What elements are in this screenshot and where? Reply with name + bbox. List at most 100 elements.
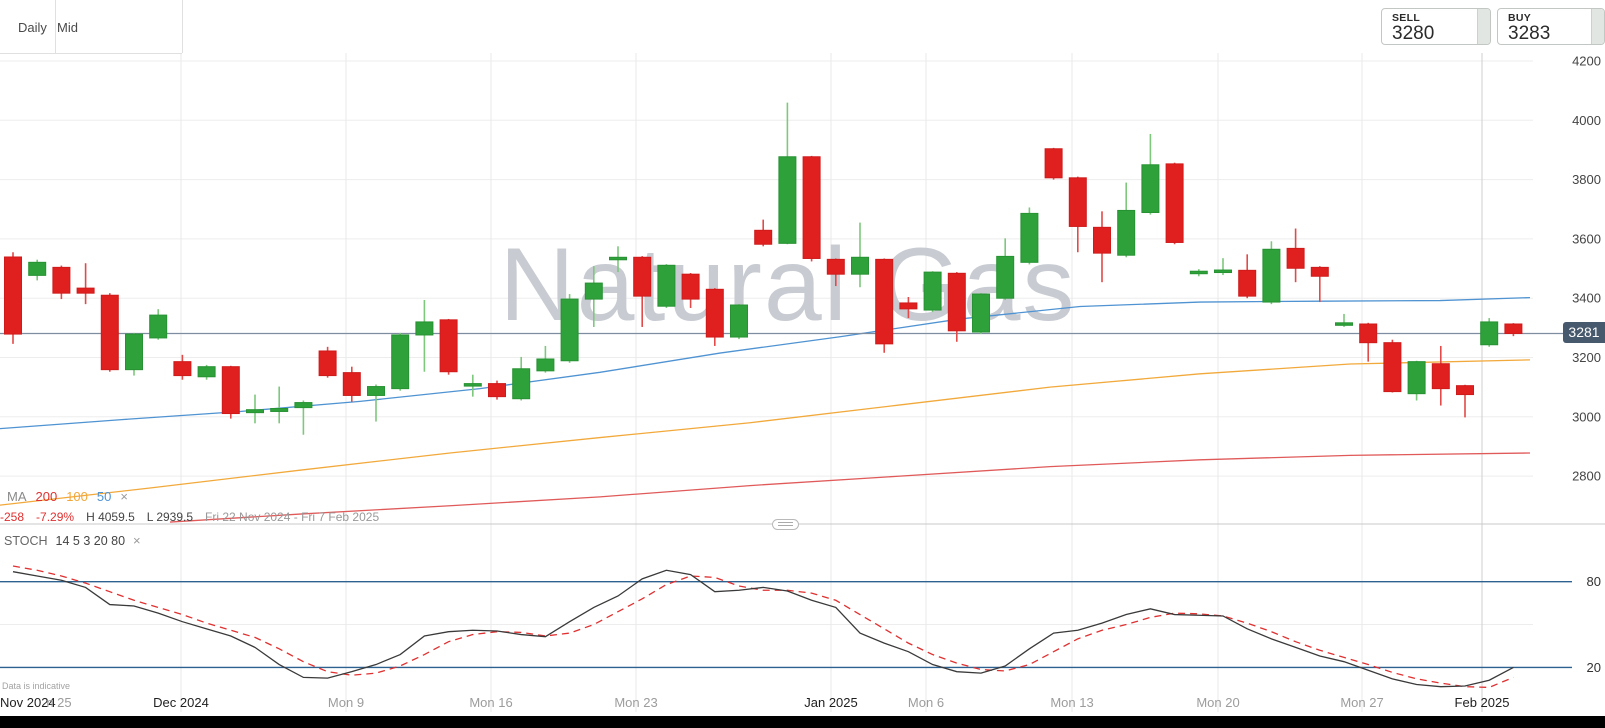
candle-body <box>1431 363 1450 390</box>
topbar-underline <box>0 53 182 54</box>
candle-body <box>76 287 95 294</box>
stoch-level-label: 20 <box>1587 660 1601 675</box>
current-price-badge: 3281 <box>1563 322 1605 343</box>
date-axis-label: Mon 20 <box>1196 695 1239 710</box>
topbar-separator <box>55 0 56 53</box>
sell-label: SELL <box>1392 12 1421 24</box>
candle-body <box>899 302 918 310</box>
candle-body <box>681 273 700 300</box>
date-axis-label: Feb 2025 <box>1455 695 1510 710</box>
date-axis-label: Mon 16 <box>469 695 512 710</box>
data-indicative-note: Data is indicative <box>2 681 71 691</box>
candle-body <box>1335 322 1353 326</box>
candle-body <box>125 333 143 371</box>
candle-body <box>1262 248 1281 303</box>
candle-body <box>52 266 71 294</box>
candle-body <box>584 282 603 300</box>
candle-body <box>439 319 458 373</box>
candle-body <box>1238 269 1257 297</box>
period-change-pct: -7.29% <box>36 510 75 524</box>
stoch-legend: STOCH 14 5 3 20 80 × <box>4 533 149 548</box>
candle-body <box>1117 209 1136 256</box>
price-type-mid-tab[interactable]: Mid <box>57 20 78 35</box>
candle-body <box>875 258 894 345</box>
candle-body <box>1310 266 1329 277</box>
candle-body <box>1504 323 1523 334</box>
date-axis-label: Mon 23 <box>614 695 657 710</box>
candle-body <box>1359 323 1378 344</box>
candle-body <box>342 372 361 396</box>
ma-100-period: 100 <box>66 489 88 504</box>
candle-body <box>294 402 313 409</box>
candle-body <box>802 156 821 259</box>
candle-body <box>149 314 168 339</box>
stoch-k-line <box>12 569 1514 688</box>
date-axis-label: Mon 27 <box>1340 695 1383 710</box>
date-axis-label: Jan 2025 <box>804 695 858 710</box>
candle-body <box>1480 321 1499 346</box>
date-axis-label: n 25 <box>46 695 71 710</box>
price-axis-label: 3800 <box>1572 172 1601 187</box>
buy-drag-strip[interactable] <box>1591 9 1604 44</box>
date-axis-label: Mon 6 <box>908 695 944 710</box>
candle-body <box>1044 148 1063 179</box>
bottom-black-bar <box>0 716 1605 728</box>
candle-body <box>415 321 434 336</box>
candle-body <box>28 261 47 276</box>
date-axis-label: Nov 2024 <box>0 695 56 710</box>
ma100-line <box>0 359 1531 506</box>
ma-close-icon[interactable]: × <box>120 489 128 504</box>
candle-body <box>1141 164 1160 214</box>
candle-body <box>173 361 192 377</box>
date-axis-label: Mon 13 <box>1050 695 1093 710</box>
stoch-level-label: 80 <box>1587 574 1601 589</box>
candle-body <box>512 368 531 400</box>
buy-button[interactable]: BUY 3283 <box>1497 8 1605 45</box>
pane-resize-handle[interactable] <box>772 519 799 530</box>
sell-price: 3280 <box>1392 23 1435 44</box>
candle-body <box>318 350 337 377</box>
candle-body <box>754 229 773 245</box>
candle-body <box>633 256 652 297</box>
candle-body <box>1214 269 1232 274</box>
candle-body <box>197 366 216 378</box>
ma200-line <box>169 452 1531 523</box>
price-axis-label: 4200 <box>1572 54 1601 69</box>
candle-body <box>270 407 289 412</box>
date-axis-label: Dec 2024 <box>153 695 209 710</box>
candle-body <box>923 271 942 311</box>
sell-drag-strip[interactable] <box>1477 9 1490 44</box>
candle-body <box>826 258 845 275</box>
ma-200-period: 200 <box>35 489 58 504</box>
candle-body <box>391 334 410 390</box>
candle-body <box>560 298 579 362</box>
candle-body <box>1189 270 1208 275</box>
period-change: -258 <box>0 510 25 524</box>
price-axis-label: 3000 <box>1572 409 1601 424</box>
stoch-close-icon[interactable]: × <box>133 533 141 548</box>
topbar-separator <box>182 0 183 53</box>
period-high: H 4059.5 <box>86 510 135 524</box>
price-axis-label: 3600 <box>1572 231 1601 246</box>
candle-body <box>1456 385 1474 396</box>
candle-body <box>221 366 240 415</box>
candle-body <box>972 293 990 333</box>
stoch-legend-name: STOCH <box>4 534 48 548</box>
candle-body <box>4 256 22 335</box>
period-range: Fri 22 Nov 2024 - Fri 7 Feb 2025 <box>205 510 380 524</box>
candle-body <box>1383 342 1402 393</box>
timeframe-daily-tab[interactable]: Daily <box>18 20 47 35</box>
candle-body <box>1286 247 1305 269</box>
candle-body <box>1165 163 1184 243</box>
candle-body <box>1093 226 1111 254</box>
candle-body <box>536 358 555 372</box>
buy-label: BUY <box>1508 12 1532 24</box>
candle-body <box>1407 361 1426 395</box>
price-axis-label: 4000 <box>1572 113 1601 128</box>
ma-50-period: 50 <box>96 489 112 504</box>
candle-body <box>367 386 385 396</box>
stoch-d-line <box>12 565 1514 689</box>
sell-button[interactable]: SELL 3280 <box>1381 8 1491 45</box>
